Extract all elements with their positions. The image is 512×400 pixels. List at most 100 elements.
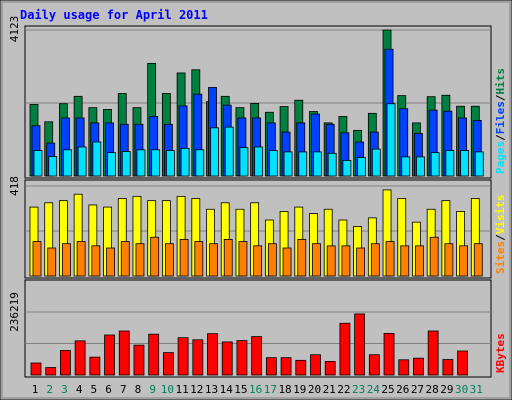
bar-pages-day-27 — [416, 156, 425, 177]
bar-pages-day-21 — [327, 152, 337, 177]
bar-sites-day-8 — [135, 243, 145, 277]
chart-panels: 4123Pages/Files/Hits418Sites/Visits23621… — [8, 16, 507, 378]
legend-separator: / — [494, 234, 507, 241]
x-tick-label-day-1: 1 — [32, 383, 39, 396]
x-tick-label-day-17: 17 — [264, 383, 277, 396]
bar-kbytes-day-29 — [442, 359, 454, 376]
bar-sites-day-25 — [385, 241, 395, 277]
bar-kbytes-day-26 — [398, 359, 410, 376]
legend: Pages/Files/Hits — [494, 68, 507, 174]
bar-kbytes-day-19 — [295, 359, 307, 376]
series-pages — [33, 103, 484, 177]
chart-title: Daily usage for April 2011 — [20, 8, 208, 22]
bar-sites-day-24 — [370, 243, 380, 277]
x-tick-label-day-6: 6 — [105, 383, 112, 396]
legend-entry-kbytes: KBytes — [494, 333, 507, 373]
x-tick-label-day-5: 5 — [91, 383, 98, 396]
bar-sites-day-23 — [356, 247, 366, 277]
bar-sites-day-15 — [238, 241, 248, 277]
x-tick-label-day-27: 27 — [411, 383, 424, 396]
legend-entry-files: Files — [494, 101, 507, 134]
x-tick-label-day-4: 4 — [76, 383, 83, 396]
bar-kbytes-day-22 — [339, 322, 351, 376]
x-tick-label-day-8: 8 — [135, 383, 142, 396]
x-tick-label-day-22: 22 — [337, 383, 350, 396]
y-max-label: 236219 — [8, 292, 21, 332]
bar-pages-day-4 — [77, 146, 87, 177]
legend-entry-hits: Hits — [494, 68, 507, 95]
bar-pages-day-23 — [357, 157, 367, 177]
bar-pages-day-14 — [224, 126, 234, 177]
x-tick-label-day-13: 13 — [205, 383, 218, 396]
x-tick-label-day-16: 16 — [249, 383, 262, 396]
y-max-label: 418 — [8, 176, 21, 196]
bar-pages-day-25 — [386, 103, 396, 177]
bar-kbytes-day-21 — [324, 360, 336, 376]
bar-pages-day-11 — [180, 147, 190, 177]
bar-kbytes-day-13 — [207, 333, 218, 376]
x-tick-label-day-2: 2 — [46, 383, 53, 396]
bar-sites-day-11 — [179, 238, 189, 277]
bar-sites-day-26 — [400, 245, 410, 277]
x-tick-label-day-10: 10 — [161, 383, 174, 396]
x-tick-label-day-9: 9 — [149, 383, 156, 396]
bar-pages-day-17 — [268, 150, 278, 177]
x-tick-label-day-18: 18 — [278, 383, 291, 396]
legend-text: Pages/Files/Hits — [494, 68, 507, 174]
bar-kbytes-day-25 — [383, 332, 395, 376]
x-tick-label-day-31: 31 — [470, 383, 483, 396]
bar-kbytes-day-14 — [221, 341, 233, 376]
bar-pages-day-29 — [445, 150, 455, 177]
bar-pages-day-10 — [165, 150, 175, 177]
bar-pages-day-8 — [136, 149, 146, 177]
legend-entry-visits: Visits — [494, 195, 507, 235]
bar-sites-day-10 — [164, 243, 174, 277]
legend-entry-sites: Sites — [494, 241, 507, 274]
bar-kbytes-day-17 — [265, 357, 277, 376]
bar-kbytes-day-18 — [280, 357, 292, 376]
bar-pages-day-30 — [460, 150, 469, 177]
legend-separator: / — [494, 134, 507, 141]
bar-kbytes-day-6 — [104, 334, 115, 376]
bar-pages-day-2 — [48, 156, 58, 177]
bar-pages-day-3 — [63, 149, 72, 177]
bar-sites-day-19 — [297, 238, 307, 277]
x-tick-label-day-24: 24 — [367, 383, 381, 396]
bar-pages-day-5 — [92, 141, 102, 177]
bar-pages-day-28 — [430, 152, 440, 177]
bar-sites-day-12 — [194, 241, 204, 277]
bar-sites-day-31 — [473, 243, 483, 277]
x-tick-label-day-19: 19 — [293, 383, 306, 396]
legend-text: KBytes — [494, 333, 507, 373]
bar-sites-day-1 — [32, 241, 42, 277]
legend: Sites/Visits — [494, 195, 507, 275]
bar-pages-day-18 — [283, 151, 293, 177]
bar-kbytes-day-24 — [368, 354, 380, 376]
bar-kbytes-day-7 — [118, 330, 130, 376]
bar-sites-day-21 — [326, 245, 336, 277]
bar-pages-day-12 — [195, 149, 205, 177]
bar-sites-day-13 — [209, 243, 218, 277]
bar-pages-day-9 — [151, 149, 161, 177]
bar-sites-day-29 — [444, 243, 454, 277]
legend-entry-pages: Pages — [494, 141, 507, 174]
bar-sites-day-7 — [120, 241, 130, 277]
legend-text: Sites/Visits — [494, 195, 507, 275]
bar-sites-day-18 — [282, 247, 292, 277]
bar-pages-day-26 — [401, 156, 411, 177]
bar-sites-day-20 — [312, 243, 321, 277]
x-tick-label-day-28: 28 — [426, 383, 439, 396]
legend: KBytes — [494, 333, 507, 373]
bar-pages-day-15 — [239, 147, 249, 177]
bar-pages-day-22 — [342, 160, 352, 177]
chart-panel-2: 418 Sites/Visits — [8, 176, 507, 279]
bar-kbytes-day-3 — [60, 350, 71, 376]
bar-sites-day-27 — [415, 245, 424, 277]
bar-kbytes-day-2 — [45, 367, 57, 376]
bar-sites-day-9 — [150, 236, 160, 277]
chart-panel-3: 236219 KBytes — [8, 279, 507, 378]
bar-sites-day-4 — [76, 241, 86, 277]
